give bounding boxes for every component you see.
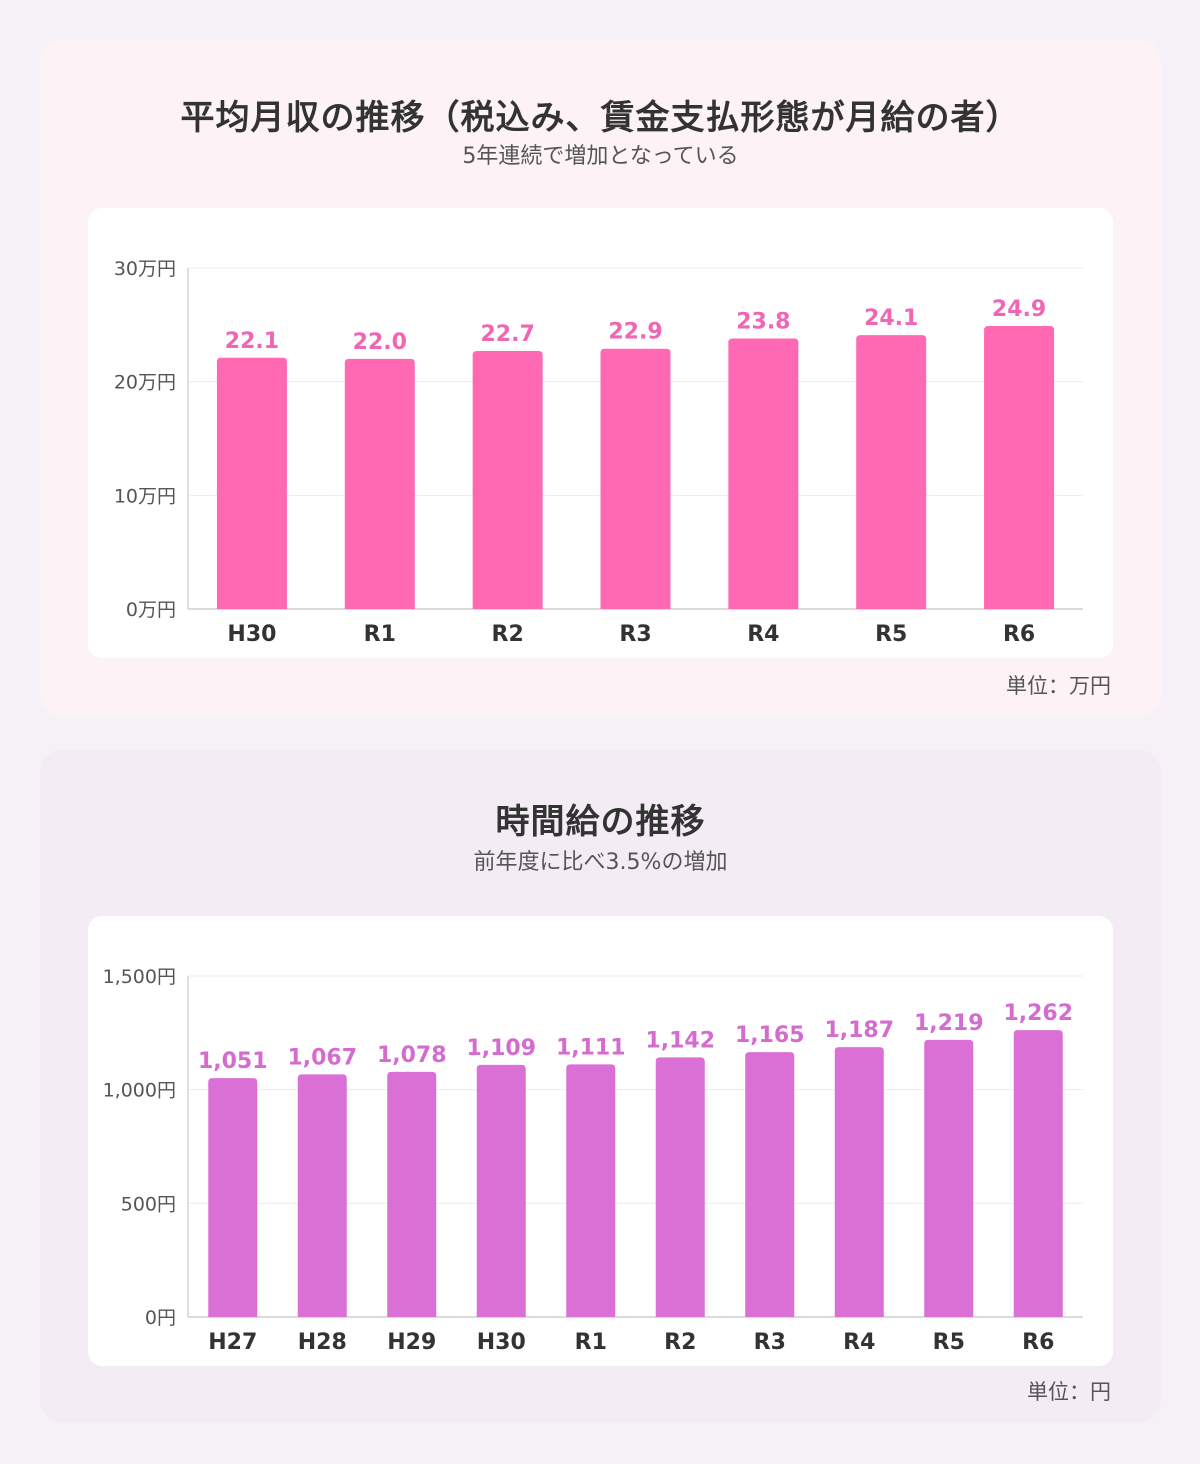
bar-H27 xyxy=(208,1078,258,1317)
hourly-wage-panel: 時間給の推移 前年度に比べ3.5%の増加 0円 500円 1,000円 1,500円 1… xyxy=(40,750,1161,1422)
hourly-wage-chart: 0円 500円 1,000円 1,500円 1,051 H27 1,067 H28 1,078 H… xyxy=(103,966,1083,1355)
data-label-R5: 1,219 xyxy=(914,1011,984,1036)
x-tick-label-R1: R1 xyxy=(364,622,396,647)
y-tick-label: 0万円 xyxy=(126,599,176,621)
data-label-R3: 1,165 xyxy=(735,1023,805,1048)
monthly-income-chart: 0万円 10万円 20万円 30万円 22.1 H30 22.0 R1 22.7 R2 22.9 R3… xyxy=(114,258,1083,647)
bar-R1 xyxy=(344,358,415,609)
data-label-R3: 22.9 xyxy=(608,320,662,345)
x-tick-label-R4: R4 xyxy=(747,622,779,647)
bar-R6 xyxy=(1013,1030,1063,1317)
x-tick-label-R2: R2 xyxy=(492,622,524,647)
data-label-R1: 1,111 xyxy=(556,1035,626,1060)
y-tick-label: 20万円 xyxy=(114,372,176,394)
bar-R5 xyxy=(924,1039,974,1317)
data-label-R4: 23.8 xyxy=(736,309,790,334)
bar-R4 xyxy=(834,1047,884,1317)
data-label-R5: 24.1 xyxy=(864,306,918,331)
y-tick-label: 1,000円 xyxy=(103,1080,176,1102)
hourly-wage-title: 時間給の推移 xyxy=(495,802,706,842)
y-tick-label: 1,500円 xyxy=(103,966,176,988)
data-label-R6: 1,262 xyxy=(1003,1001,1073,1026)
bar-R2 xyxy=(655,1057,705,1317)
bar-R6 xyxy=(984,325,1055,609)
data-label-H29: 1,078 xyxy=(377,1043,447,1068)
hourly-wage-unit-note: 単位：円 xyxy=(1027,1380,1111,1404)
bar-R2 xyxy=(472,350,543,609)
data-label-H30: 22.1 xyxy=(225,329,279,354)
data-label-H28: 1,067 xyxy=(287,1045,357,1070)
data-label-R2: 1,142 xyxy=(645,1028,715,1053)
monthly-income-subtitle: 5年連続で増加となっている xyxy=(462,144,739,169)
data-label-R6: 24.9 xyxy=(992,297,1046,322)
y-tick-label: 10万円 xyxy=(114,485,176,507)
x-tick-label-R5: R5 xyxy=(875,622,907,647)
bar-R4 xyxy=(728,338,799,609)
monthly-income-chart-card: 0万円 10万円 20万円 30万円 22.1 H30 22.0 R1 22.7 R2 22.9 R3… xyxy=(88,208,1113,658)
x-tick-label-H30: H30 xyxy=(477,1330,526,1355)
x-tick-label-R6: R6 xyxy=(1022,1330,1054,1355)
bar-R3 xyxy=(745,1052,795,1317)
monthly-income-panel: 平均月収の推移（税込み、賃金支払形態が月給の者） 5年連続で増加となっている 0… xyxy=(40,40,1161,716)
hourly-wage-subtitle: 前年度に比べ3.5%の増加 xyxy=(473,850,728,875)
bar-R5 xyxy=(856,335,927,609)
x-tick-label-H27: H27 xyxy=(208,1330,257,1355)
monthly-income-unit-note: 単位：万円 xyxy=(1006,674,1111,698)
x-tick-label-R5: R5 xyxy=(933,1330,965,1355)
monthly-income-title: 平均月収の推移（税込み、賃金支払形態が月給の者） xyxy=(180,98,1021,138)
data-label-R2: 22.7 xyxy=(481,322,535,347)
y-tick-label: 500円 xyxy=(121,1193,176,1215)
x-tick-label-H30: H30 xyxy=(227,622,276,647)
x-tick-label-R2: R2 xyxy=(664,1330,696,1355)
x-tick-label-H28: H28 xyxy=(298,1330,347,1355)
data-label-H27: 1,051 xyxy=(198,1049,268,1074)
bar-H28 xyxy=(297,1074,347,1317)
data-label-H30: 1,109 xyxy=(466,1036,536,1061)
data-label-R1: 22.0 xyxy=(353,330,407,355)
bar-H29 xyxy=(387,1071,437,1317)
x-tick-label-R4: R4 xyxy=(843,1330,875,1355)
x-tick-label-R6: R6 xyxy=(1003,622,1035,647)
y-tick-label: 30万円 xyxy=(114,258,176,280)
x-tick-label-H29: H29 xyxy=(387,1330,436,1355)
hourly-wage-chart-card: 0円 500円 1,000円 1,500円 1,051 H27 1,067 H28 1,078 H… xyxy=(88,916,1113,1366)
y-tick-label: 0円 xyxy=(145,1307,176,1329)
x-tick-label-R1: R1 xyxy=(575,1330,607,1355)
bar-R1 xyxy=(566,1064,616,1317)
x-tick-label-R3: R3 xyxy=(754,1330,786,1355)
bar-H30 xyxy=(216,357,287,609)
bar-R3 xyxy=(600,348,671,609)
bar-H30 xyxy=(476,1064,526,1317)
x-tick-label-R3: R3 xyxy=(619,622,651,647)
data-label-R4: 1,187 xyxy=(824,1018,894,1043)
